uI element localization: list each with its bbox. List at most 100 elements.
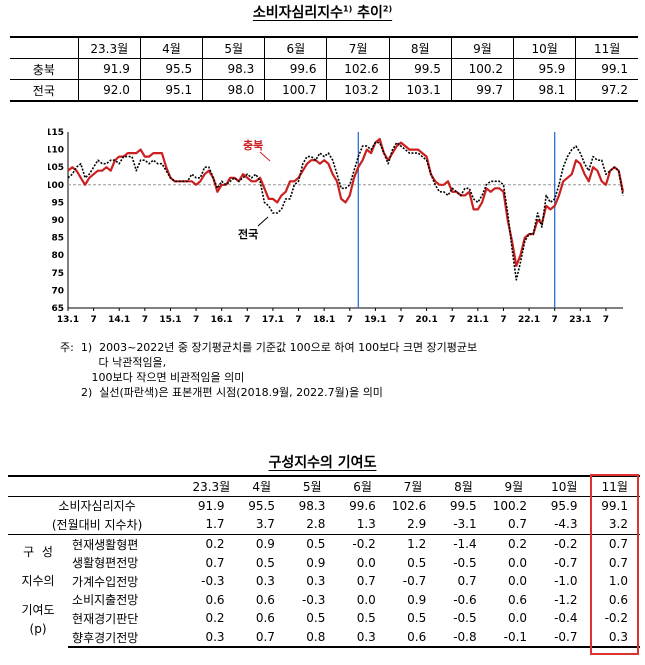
cell: 1.2 [407,537,427,552]
summary-row-chungbuk: 충북 91.9 95.5 98.3 99.6 102.6 99.5 100.2 … [10,58,638,80]
contrib-col-header: 9월 [488,474,540,497]
cell: -0.3 [301,592,326,607]
contrib-col-header: 23.3월 [186,474,237,497]
cell: 0.9 [306,555,326,570]
summary-header-row: 23.3월 4월 5월 6월 7월 8월 9월 10월 11월 [10,36,638,59]
cell: 0.0 [507,574,528,589]
x-tick-label: 23.1 [569,315,591,325]
footnote-line: 100보다 작으면 비관적임을 의미 [60,371,245,384]
row-label: 전국 [10,79,79,102]
cell: 0.5 [306,611,326,626]
cell: 0.2 [205,537,225,552]
contrib-row: 향후경기전망 0.3 0.7 0.8 0.3 0.6 -0.8 -0.1 -0.… [8,627,640,649]
x-tick-label: 7 [552,315,558,325]
cell: 0.0 [507,555,528,570]
x-tick-label: 14.1 [108,315,130,325]
x-tick-label: 19.1 [364,315,386,325]
cell: -3.1 [438,515,489,535]
y-tick-label: 70 [51,286,64,296]
cell: 100.7 [264,79,327,102]
contrib-col-header: 10월 [539,474,590,497]
cell: 103.2 [326,79,390,102]
x-tick-label: 15.1 [159,315,181,325]
x-tick-label: 16.1 [211,315,233,325]
cell: 0.6 [387,627,439,649]
contrib-col-header: 8월 [438,474,489,497]
summary-header-corner [10,36,79,59]
contrib-col-header: 7월 [387,474,439,497]
label-pointer-national [257,216,269,227]
contrib-row: 생활형편전망 0.7 0.5 0.9 0.0 0.5 -0.5 0.0 -0.7… [8,553,640,572]
cell: 0.5 [407,555,427,570]
summary-row-national: 전국 92.0 95.1 98.0 100.7 103.2 103.1 99.7… [10,79,638,102]
summary-col-header: 7월 [326,36,390,59]
contrib-col-header: 5월 [286,474,338,497]
cell: 1.7 [186,515,237,535]
series-label-national: 전국 [238,227,258,241]
cell: 0.0 [356,592,376,607]
cell: 0.3 [589,627,640,649]
contrib-header-row: 23.3월 4월 5월 6월 7월 8월 9월 10월 11월 [8,474,640,497]
summary-col-header: 9월 [450,36,514,59]
y-tick-label: 75 [51,269,64,279]
page-title: 소비자심리지수1) 추이2) [0,2,645,22]
cell: 0.5 [407,611,427,626]
cell: -0.2 [352,537,376,552]
side-label-line: (p) [29,622,47,637]
cell: -0.7 [539,627,590,649]
cell: -0.4 [554,611,578,626]
cell: 102.6 [391,498,427,513]
contrib-row-index: 소비자심리지수 91.9 95.5 98.3 99.6 102.6 99.5 1… [8,496,640,515]
summary-col-header: 6월 [264,36,327,59]
cell: -1.0 [554,574,578,589]
y-tick-label: 90 [51,216,64,226]
x-tick-label: 7 [398,315,404,325]
cell: 99.6 [349,498,376,513]
summary-col-header: 23.3월 [77,36,141,59]
row-label: 가계수입전망 [72,574,139,589]
cell: 95.5 [248,498,275,513]
cell: 99.6 [264,58,327,80]
title-footnote-2: 2) [382,4,393,14]
cell: 0.5 [306,537,326,552]
footnotes: 주: 1) 2003~2022년 중 장기평균치를 기준값 100으로 하여 1… [60,340,477,400]
cell: 3.2 [589,515,640,535]
cell: -0.1 [488,627,540,649]
cell: 99.1 [575,58,638,80]
cell: 0.8 [286,627,338,649]
cell: -0.2 [604,611,628,626]
cell: 0.0 [507,611,528,626]
contrib-col-header: 11월 [589,474,640,497]
cell: 0.3 [186,627,237,649]
line-chart: 65 70 75 80 85 90 95 100 105 110 115 13.1 7 14.1 7 15.1… [45,125,638,334]
cell: 98.0 [202,79,265,102]
cell: 0.3 [337,627,388,649]
summary-col-header: 5월 [202,36,265,59]
cell: 0.5 [356,611,376,626]
contrib-row-diff: (전월대비 지수차) 1.7 3.7 2.8 1.3 2.9 -3.1 0.7 … [8,515,640,535]
cell: 95.9 [513,58,576,80]
contrib-col-header: 6월 [337,474,388,497]
cell: 91.9 [197,498,225,513]
cell: -0.3 [201,574,225,589]
cell: 91.9 [77,58,141,80]
cell: -1.4 [453,537,477,552]
cell: 98.1 [513,79,576,102]
cell: -0.7 [554,555,578,570]
cell: -0.8 [438,627,489,649]
y-tick-label: 95 [51,198,64,208]
cell: 0.7 [608,537,628,552]
y-tick-label: 80 [51,251,64,261]
contrib-col-header: 4월 [236,474,287,497]
cell: 0.3 [255,574,275,589]
cell: 1.0 [608,574,628,589]
chart-svg: 65 70 75 80 85 90 95 100 105 110 115 13.1 7 14.1 7 15.1… [45,128,625,325]
cell: 1.3 [337,515,388,535]
x-tick-label: 7 [449,315,455,325]
x-tick-label: 7 [244,315,250,325]
x-tick-label: 7 [603,315,609,325]
row-label: 생활형편전망 [72,556,139,571]
x-tick-label: 7 [347,315,353,325]
contrib-side-label: 구 성 지수의 기여도 (p) [8,534,68,647]
cell: 95.9 [550,498,578,513]
